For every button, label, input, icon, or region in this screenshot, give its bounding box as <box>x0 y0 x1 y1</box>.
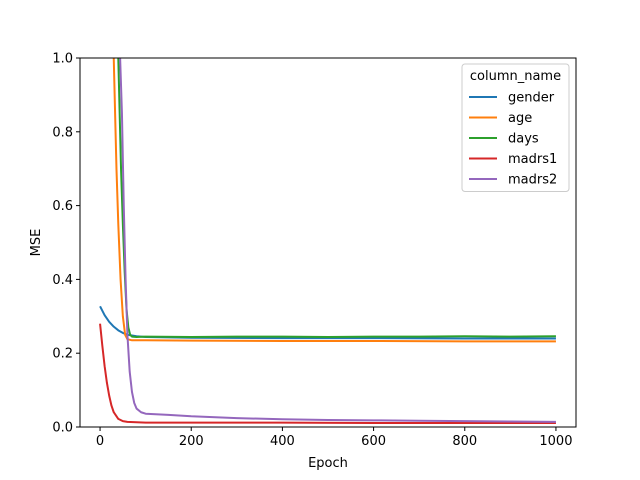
legend-items: gender age days madrs1 madrs2 <box>469 91 557 188</box>
axes-frame <box>79 57 577 428</box>
x-tick-label: 1000 <box>539 434 572 449</box>
legend-title: column_name <box>470 69 561 84</box>
legend-label-days: days <box>508 132 539 147</box>
series-line-gender <box>99 305 556 340</box>
y-tick-label: 0.4 <box>52 273 73 288</box>
series-line-madrs1 <box>99 323 556 424</box>
x-tick-label: 200 <box>179 434 204 449</box>
legend-frame <box>461 63 570 192</box>
y-tick-label: 0.2 <box>52 347 73 362</box>
y-axis-title: MSE <box>29 229 44 257</box>
series-line-madrs2 <box>119 58 556 423</box>
legend-label-gender: gender <box>508 91 555 106</box>
x-axis-title: Epoch <box>308 456 348 471</box>
legend-label-age: age <box>508 111 532 126</box>
x-tick-label: 800 <box>452 434 477 449</box>
legend-label-madrs2: madrs2 <box>508 173 557 188</box>
x-tick-label: 0 <box>96 434 104 449</box>
y-tick-label: 0.8 <box>52 125 73 140</box>
series-layer <box>99 58 556 424</box>
legend: column_name gender age days madrs1 madrs2 <box>461 63 570 192</box>
legend-label-madrs1: madrs1 <box>508 152 557 167</box>
y-tick-label: 0.0 <box>52 421 73 436</box>
series-line-days <box>117 58 556 338</box>
y-tick-label: 0.6 <box>52 199 73 214</box>
x-tick-label: 600 <box>361 434 386 449</box>
ticks-layer: 0 200 400 600 800 1000 0.0 0.2 0.4 0.6 0.8 1.0 <box>52 52 572 450</box>
x-tick-label: 400 <box>270 434 295 449</box>
y-tick-label: 1.0 <box>52 52 73 67</box>
